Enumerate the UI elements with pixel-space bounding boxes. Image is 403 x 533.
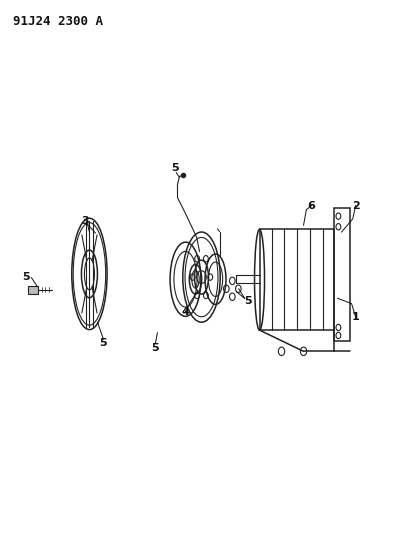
Text: 5: 5 [23,272,30,282]
Text: 2: 2 [352,200,359,211]
Text: 5: 5 [100,338,107,349]
Text: 3: 3 [82,216,89,227]
Text: 5: 5 [172,164,179,173]
Text: 1: 1 [352,312,359,322]
Text: 5: 5 [152,343,159,353]
Text: 5: 5 [244,296,251,306]
Bar [28,286,38,294]
Text: 6: 6 [307,200,316,211]
Text: 91J24 2300 A: 91J24 2300 A [13,15,104,28]
Text: 4: 4 [182,306,189,317]
